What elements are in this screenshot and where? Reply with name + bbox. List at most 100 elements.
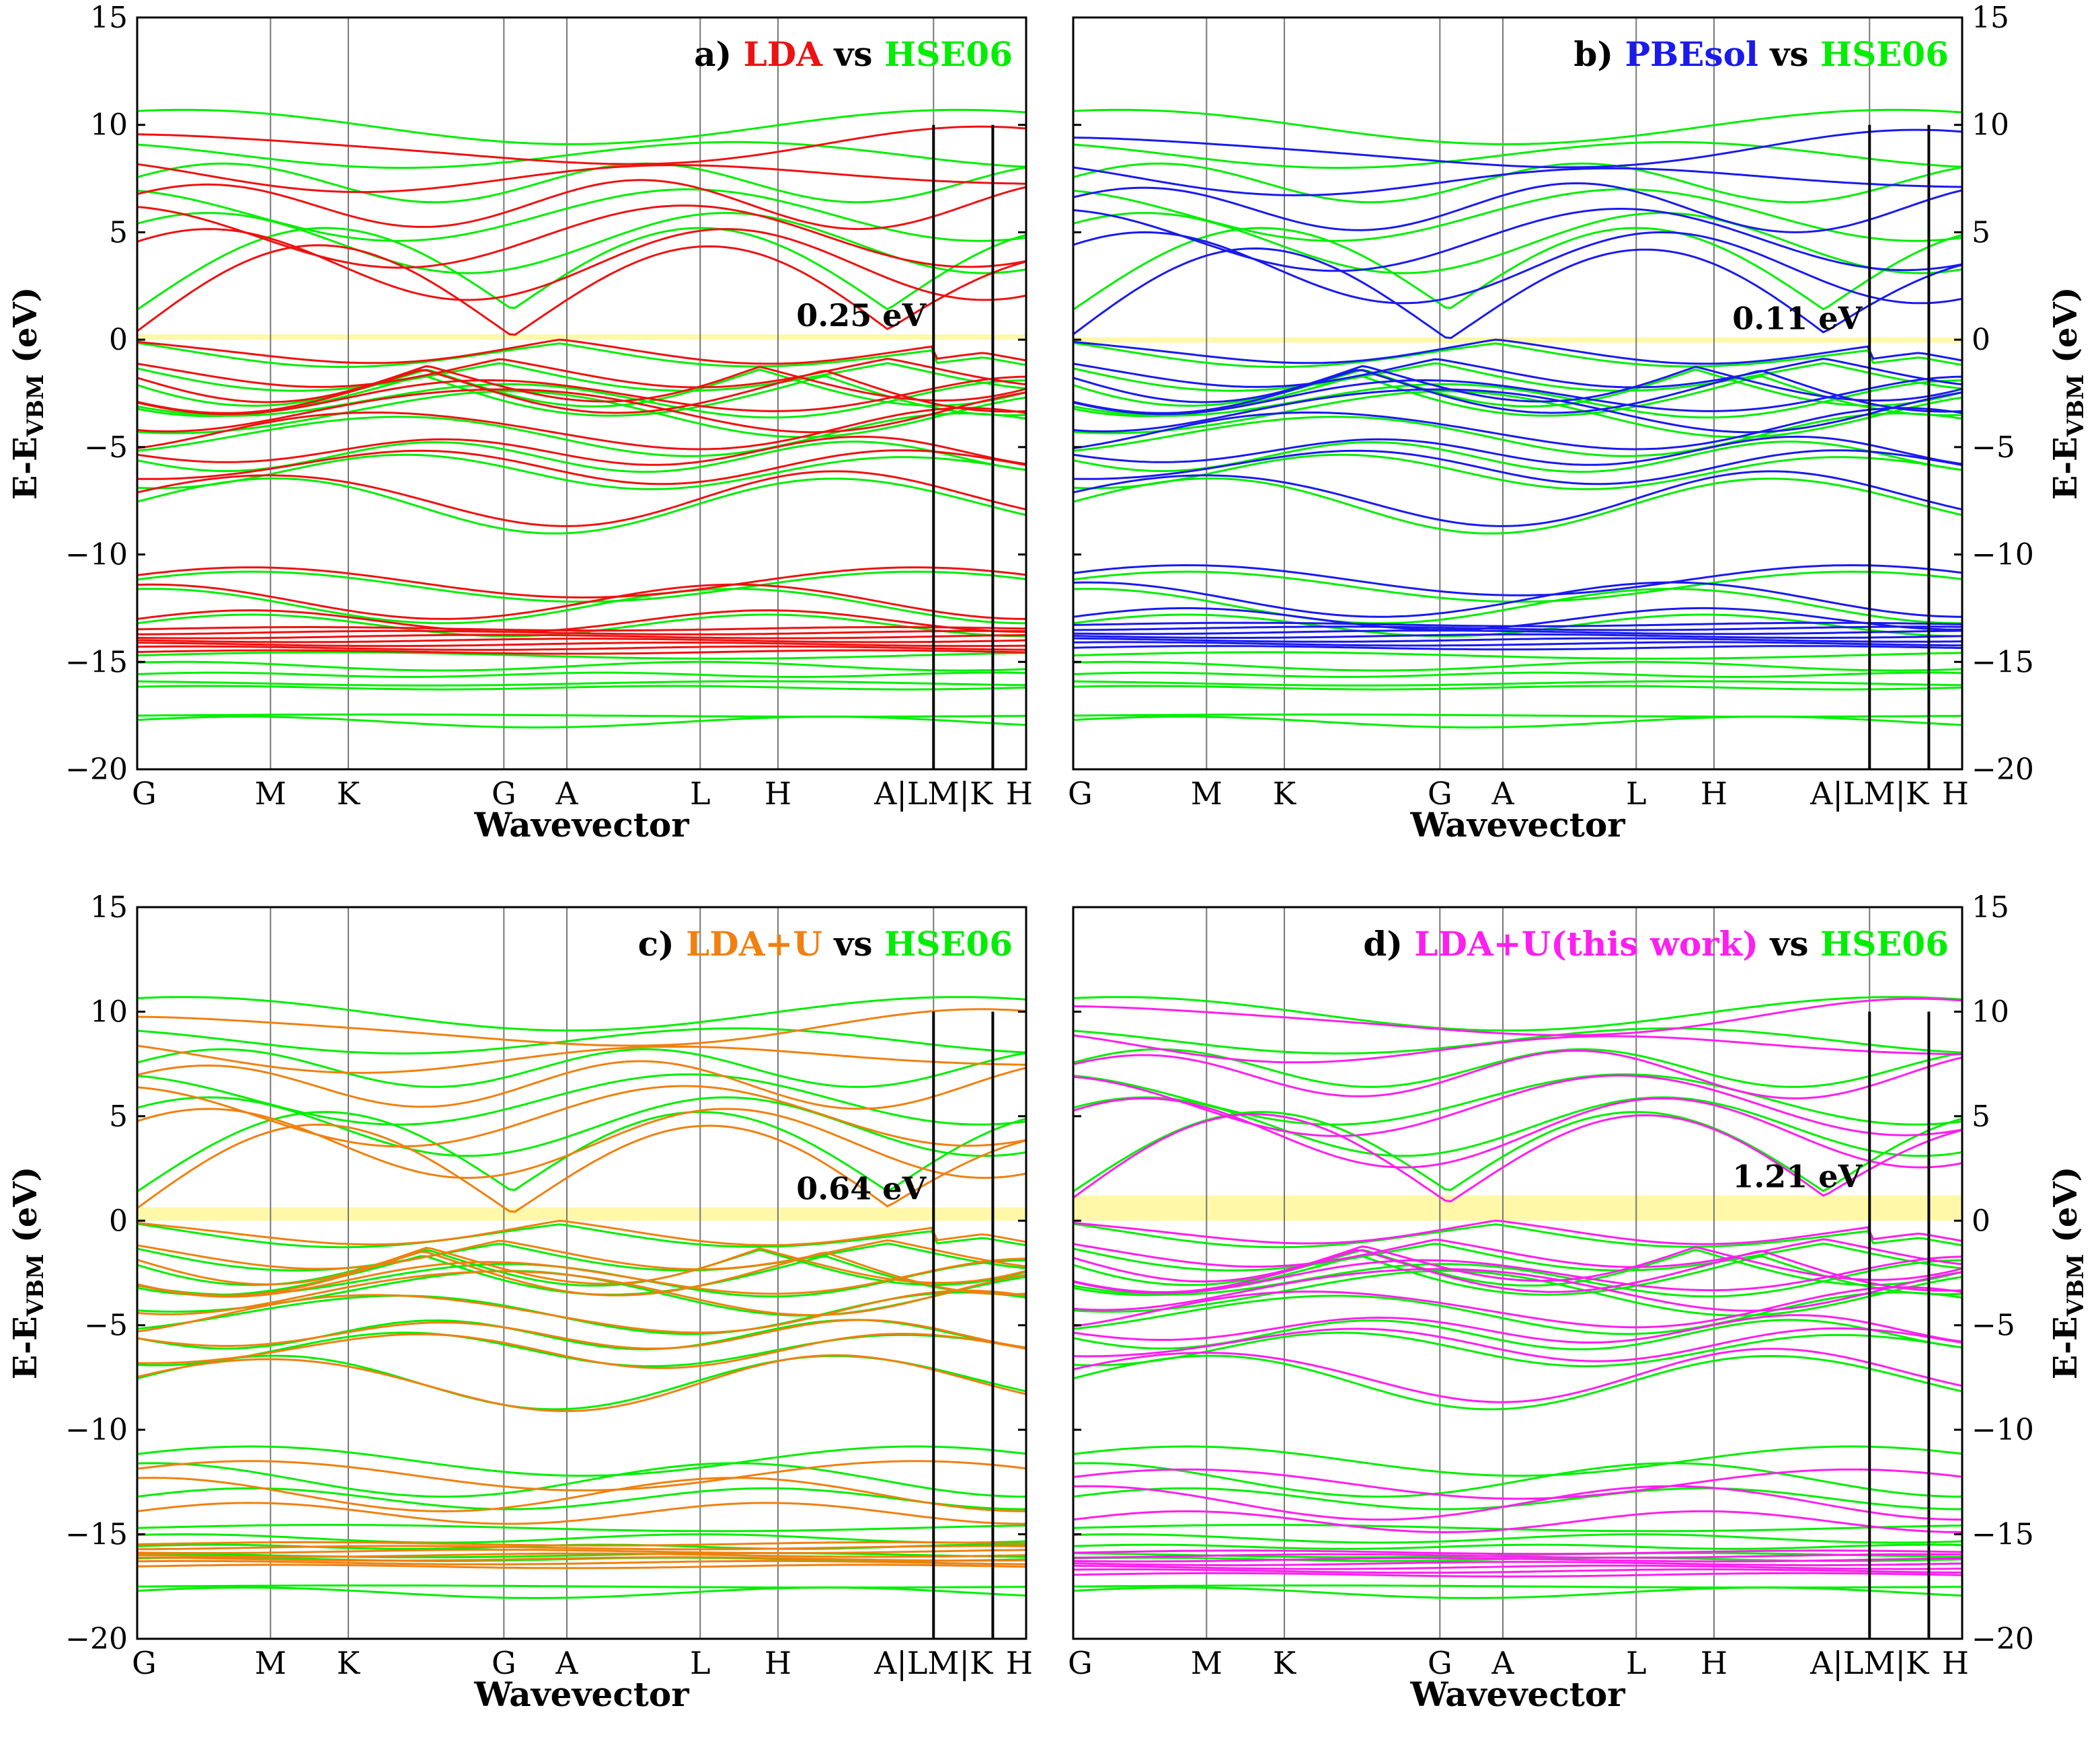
x-tick-label: H bbox=[1942, 775, 1969, 812]
hse06-band bbox=[137, 1586, 1026, 1599]
x-tick-label: H bbox=[1942, 1645, 1969, 1681]
method-band bbox=[1073, 435, 1962, 466]
method-band bbox=[137, 1477, 1026, 1512]
hse06-band bbox=[137, 651, 1026, 660]
method-band bbox=[1073, 1568, 1962, 1574]
hse06-band bbox=[137, 715, 1026, 729]
method-band bbox=[137, 1085, 1026, 1148]
panel-title: d) LDA+U(this work) vs HSE06 bbox=[1363, 924, 1949, 964]
hse06-band bbox=[137, 108, 1026, 146]
x-tick-label: H bbox=[765, 1645, 791, 1681]
hse06-band bbox=[1073, 1270, 1962, 1317]
x-tick-label: G bbox=[132, 1645, 157, 1681]
method-band bbox=[137, 1563, 1026, 1570]
x-tick-label: G bbox=[1428, 775, 1452, 812]
y-tick-label: −10 bbox=[1972, 538, 2034, 572]
hse06-band bbox=[1073, 660, 1962, 672]
y-tick-label: 10 bbox=[90, 108, 128, 143]
hse06-band bbox=[1073, 1445, 1962, 1477]
x-tick-label: H bbox=[765, 775, 791, 812]
method-band bbox=[1073, 1074, 1962, 1137]
method-band bbox=[137, 1258, 1026, 1298]
x-tick-label: K bbox=[337, 1645, 361, 1681]
y-tick-label: −20 bbox=[65, 752, 128, 787]
hse06-band bbox=[1073, 1223, 1962, 1249]
x-tick-label: H bbox=[1006, 775, 1033, 812]
hse06-band bbox=[1073, 227, 1962, 311]
x-tick-label: G bbox=[492, 775, 516, 812]
x-axis-label: Wavevector bbox=[473, 1674, 689, 1714]
hse06-band bbox=[1073, 1027, 1962, 1055]
x-tick-label: M bbox=[1191, 775, 1222, 812]
y-tick-label: 10 bbox=[1972, 995, 2009, 1029]
method-band bbox=[137, 1545, 1026, 1551]
x-tick-label: K bbox=[1273, 1645, 1297, 1681]
hse06-band bbox=[137, 685, 1026, 691]
hse06-band bbox=[137, 588, 1026, 625]
x-tick-label: G bbox=[1428, 1645, 1452, 1681]
panel-a: −20 −15 −10 −5 0 5 10 15 G M K G A L H A|LM|K H Wavevecto… bbox=[7, 1, 1033, 845]
method-band bbox=[1073, 1468, 1962, 1500]
hse06-band bbox=[137, 1552, 1026, 1559]
x-axis-label: Wavevector bbox=[1409, 805, 1625, 845]
method-band bbox=[137, 1502, 1026, 1525]
method-band bbox=[137, 1247, 1026, 1286]
method-band bbox=[137, 435, 1026, 466]
method-band bbox=[137, 626, 1026, 632]
hse06-band bbox=[1073, 108, 1962, 146]
method-band bbox=[1073, 1219, 1962, 1245]
y-axis-label: E-EVBM (eV) bbox=[7, 1167, 49, 1380]
method-band bbox=[137, 369, 1026, 414]
y-axis-label: E-EVBM (eV) bbox=[7, 287, 49, 500]
hse06-band bbox=[137, 660, 1026, 672]
method-band bbox=[137, 609, 1026, 633]
y-tick-label: 5 bbox=[109, 215, 128, 249]
x-tick-label: H bbox=[1701, 1645, 1727, 1681]
panel-title: c) LDA+U vs HSE06 bbox=[638, 924, 1013, 964]
method-band bbox=[137, 1060, 1026, 1110]
hse06-band bbox=[137, 1027, 1026, 1055]
y-tick-label: 10 bbox=[90, 995, 128, 1029]
hse06-band bbox=[1073, 141, 1962, 169]
method-band bbox=[137, 1556, 1026, 1562]
method-band bbox=[137, 1460, 1026, 1492]
method-band bbox=[137, 228, 1026, 301]
method-band bbox=[1073, 1510, 1962, 1534]
hse06-band bbox=[1073, 390, 1962, 438]
method-band bbox=[1073, 128, 1962, 169]
x-tick-label: K bbox=[1273, 775, 1297, 812]
method-band bbox=[137, 1251, 1026, 1297]
hse06-band bbox=[137, 1242, 1026, 1272]
hse06-band bbox=[1073, 1543, 1962, 1550]
y-tick-label: 5 bbox=[1972, 1099, 1990, 1134]
method-band bbox=[1073, 1097, 1962, 1169]
method-band bbox=[1073, 637, 1962, 643]
hse06-band bbox=[1073, 379, 1962, 419]
hse06-band bbox=[137, 613, 1026, 637]
hse06-band bbox=[1073, 362, 1962, 392]
hse06-band bbox=[1073, 1533, 1962, 1544]
method-band bbox=[1073, 247, 1962, 340]
method-band bbox=[1073, 621, 1962, 627]
plot-frame bbox=[1072, 16, 1963, 771]
method-band bbox=[137, 1270, 1026, 1317]
hse06-band bbox=[1073, 685, 1962, 691]
bands bbox=[1073, 996, 1962, 1599]
x-tick-label: M bbox=[1191, 1645, 1222, 1681]
y-tick-label: 15 bbox=[1972, 1, 2009, 35]
method-band bbox=[137, 1552, 1026, 1558]
y-tick-label: −5 bbox=[84, 1309, 128, 1343]
y-tick-label: −10 bbox=[65, 538, 128, 572]
hse06-band bbox=[137, 162, 1026, 204]
hse06-band bbox=[137, 1533, 1026, 1544]
hse06-band bbox=[1073, 1586, 1962, 1599]
method-band bbox=[1073, 182, 1962, 233]
method-band bbox=[1073, 1564, 1962, 1570]
bands bbox=[137, 996, 1026, 1599]
method-band bbox=[137, 407, 1026, 451]
x-axis-label: Wavevector bbox=[1409, 1674, 1625, 1714]
method-band bbox=[1073, 1255, 1962, 1294]
y-tick-label: −5 bbox=[1972, 430, 2015, 465]
method-band bbox=[137, 1008, 1026, 1047]
hse06-band bbox=[1073, 671, 1962, 679]
